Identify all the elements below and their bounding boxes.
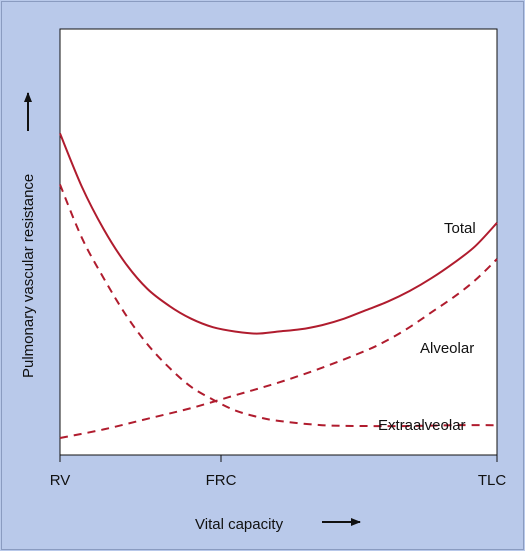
label-alveolar: Alveolar bbox=[420, 340, 474, 357]
series-line-total bbox=[59, 133, 498, 335]
series-line-extraalveolar bbox=[59, 184, 498, 428]
plot-area bbox=[59, 28, 498, 456]
x-tick-label-rv: RV bbox=[50, 472, 71, 489]
label-extraalveolar: Extraalveolar bbox=[378, 417, 466, 434]
x-axis: RV FRC TLC bbox=[50, 455, 507, 489]
x-tick-label-tlc: TLC bbox=[478, 472, 507, 489]
label-total: Total bbox=[444, 220, 476, 237]
series-layer bbox=[59, 133, 498, 439]
series-line-alveolar bbox=[59, 258, 498, 439]
y-axis-label: Pulmonary vascular resistance bbox=[20, 174, 37, 378]
x-tick-label-frc: FRC bbox=[206, 472, 237, 489]
x-axis-label: Vital capacity bbox=[195, 516, 284, 533]
